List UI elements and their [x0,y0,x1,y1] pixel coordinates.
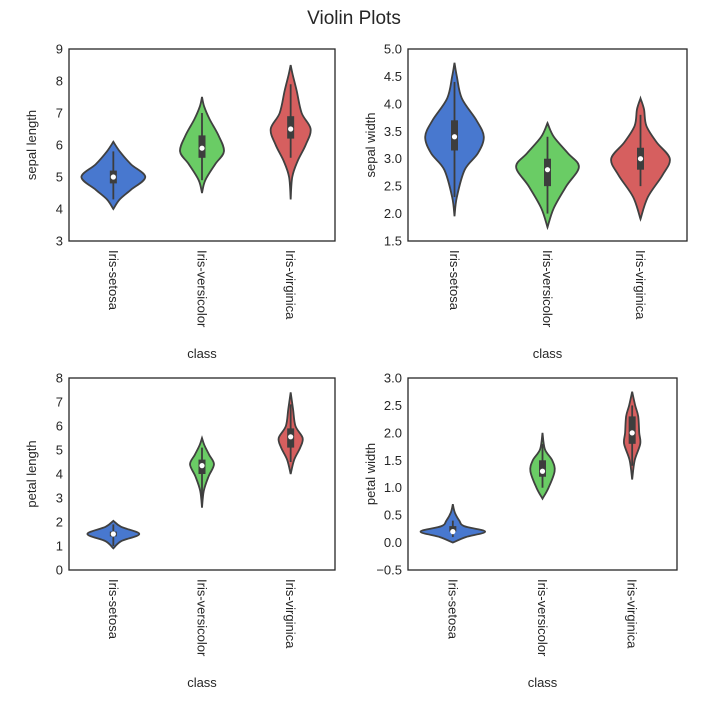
x-tick-label: Iris-setosa [106,579,121,640]
x-tick-label: Iris-setosa [447,250,462,311]
subplot-petal-length: 0 1 2 3 4 5 6 7 8 petal length Iris-setosa Iris-ver… [24,371,336,690]
axes-frame [407,377,678,571]
median-point [288,434,294,440]
x-tick-label: Iris-versicolor [535,579,550,657]
iqr-box [628,416,636,444]
y-tick-label: 4.0 [384,96,402,111]
y-tick-label: 8 [56,371,63,386]
x-tick-label: Iris-virginica [633,250,648,320]
y-tick-label: −0.5 [376,563,402,578]
subplot-sepal-width: 1.5 2.0 2.5 3.0 3.5 4.0 4.5 5.0 sepal width Iris-… [363,42,688,361]
y-axis-label: petal width [363,443,378,505]
median-point [110,174,116,180]
y-tick-label: 9 [56,42,63,57]
y-tick-label: 2.5 [384,398,402,413]
y-tick-label: 4.5 [384,69,402,84]
y-tick-label: 3 [56,234,63,249]
y-tick-label: 2.5 [384,179,402,194]
median-point [629,430,635,436]
figure-title: Violin Plots [307,8,401,29]
x-axis-label: class [528,675,558,690]
median-point [110,531,116,537]
y-tick-label: 5.0 [384,42,402,57]
y-axis-label: sepal length [24,110,39,180]
x-tick-label: Iris-versicolor [195,579,210,657]
y-tick-label: 1.5 [384,453,402,468]
y-tick-label: 3.0 [384,371,402,386]
axes-frame [407,48,688,242]
y-tick-label: 8 [56,74,63,89]
y-tick-label: 7 [56,106,63,121]
subplot-petal-width: −0.5 0.0 0.5 1.0 1.5 2.0 2.5 3.0 petal width Iris… [363,371,678,690]
x-axis-label: class [187,346,217,361]
y-tick-label: 7 [56,395,63,410]
y-tick-label: 0 [56,563,63,578]
y-tick-label: 1.0 [384,480,402,495]
y-tick-label: 3.0 [384,151,402,166]
axes-frame [68,377,336,571]
median-point [539,468,546,474]
median-point [288,126,294,132]
x-axis-label: class [533,346,563,361]
median-point [199,463,205,469]
x-tick-label: Iris-virginica [625,579,640,649]
x-tick-label: Iris-setosa [106,250,121,311]
x-axis-label: class [187,675,217,690]
y-tick-label: 4 [56,202,63,217]
y-tick-label: 6 [56,419,63,434]
y-tick-label: 6 [56,138,63,153]
iqr-box [449,526,457,532]
y-tick-label: 2.0 [384,206,402,221]
y-axis-label: sepal width [363,112,378,177]
y-tick-label: 5 [56,170,63,185]
y-tick-label: 0.0 [384,535,402,550]
y-tick-label: 5 [56,443,63,458]
median-point [450,529,456,535]
median-point [199,145,205,151]
y-tick-label: 4 [56,467,63,482]
iqr-box [539,460,546,477]
x-tick-label: Iris-virginica [283,250,298,320]
median-point [637,156,644,162]
y-axis-label: petal length [24,440,39,507]
iqr-box [544,158,551,187]
y-tick-label: 2.0 [384,425,402,440]
subplot-sepal-length: 3 4 5 6 7 8 9 sepal length Iris-setosa Iris-versi… [24,42,336,361]
y-tick-label: 0.5 [384,508,402,523]
y-tick-label: 3 [56,491,63,506]
y-tick-label: 2 [56,515,63,530]
median-point [544,167,551,173]
x-tick-label: Iris-versicolor [540,250,555,328]
x-tick-label: Iris-virginica [283,579,298,649]
median-point [451,134,458,140]
axes-frame [68,48,336,242]
y-tick-label: 1 [56,539,63,554]
y-tick-label: 3.5 [384,124,402,139]
x-tick-label: Iris-setosa [445,579,460,640]
x-tick-label: Iris-versicolor [195,250,210,328]
y-tick-label: 1.5 [384,234,402,249]
